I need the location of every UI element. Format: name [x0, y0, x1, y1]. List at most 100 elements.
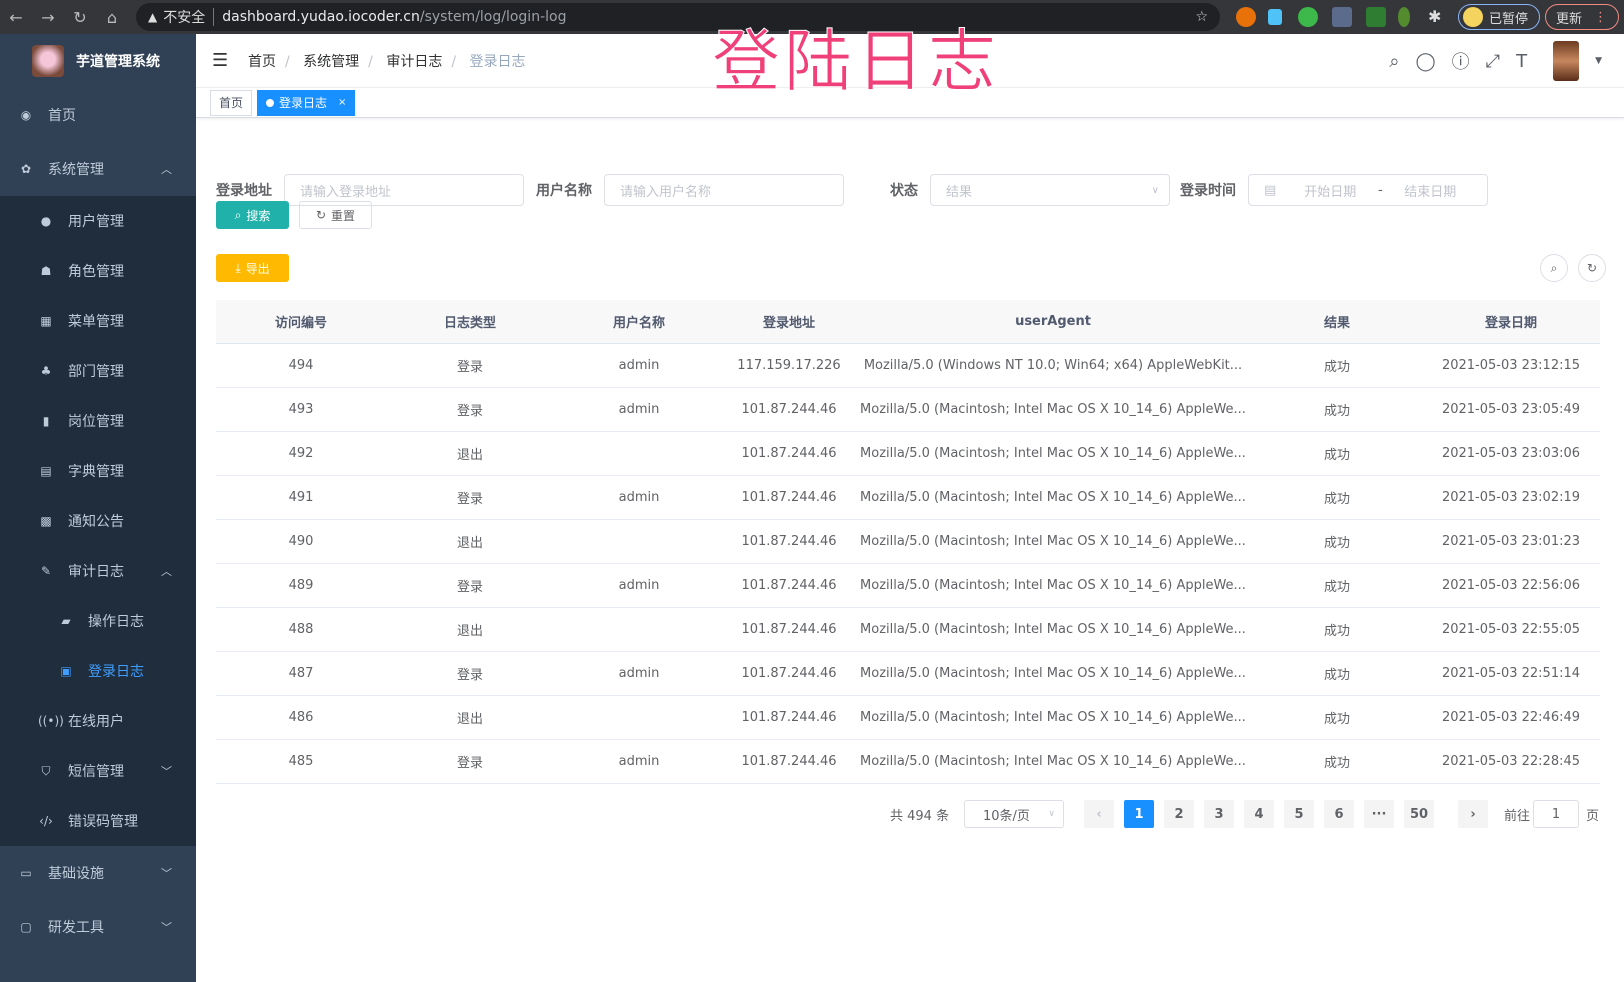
page-button[interactable]: 1 [1124, 800, 1154, 828]
sidebar-item[interactable]: ▢ 研发工具 ﹀ [0, 900, 196, 954]
column-header[interactable]: 结果 [1323, 316, 1350, 331]
online-icon: ((•)) [38, 714, 64, 728]
column-header[interactable]: 访问编号 [274, 316, 327, 331]
sidebar-item[interactable]: ((•)) 在线用户 [0, 696, 196, 746]
question-icon[interactable]: ⓘ [1451, 52, 1470, 73]
sidebar-item[interactable]: ✿ 系统管理 ︿ [0, 142, 196, 196]
sidebar-item[interactable]: ▰ 操作日志 [0, 596, 196, 646]
page-size-select[interactable]: 10条/页 ∨ [964, 800, 1064, 828]
reload-icon[interactable]: ↻ [73, 7, 87, 27]
table-cell: 成功 [1323, 536, 1350, 551]
table-cell: 登录 [456, 668, 483, 683]
chevron-up-icon: ︿ [161, 565, 172, 578]
column-header[interactable]: 日志类型 [443, 316, 496, 331]
table-cell: 成功 [1323, 624, 1350, 639]
end-date[interactable]: 结束日期 [1404, 184, 1457, 200]
page-button[interactable]: 3 [1204, 800, 1234, 828]
sidebar-item[interactable]: ⛉ 短信管理 ﹀ [0, 746, 196, 796]
breadcrumb-item[interactable]: 系统管理 [303, 53, 360, 70]
breadcrumb-item[interactable]: 首页 [248, 53, 276, 70]
extension-icon[interactable] [1398, 7, 1410, 27]
sidebar-item[interactable]: ● 用户管理 [0, 196, 196, 246]
hamburger-icon[interactable]: ☰ [212, 50, 229, 71]
page-button[interactable]: 4 [1244, 800, 1274, 828]
sidebar-item-label: 通知公告 [68, 514, 124, 530]
gear-icon: ✿ [20, 162, 32, 176]
forward-icon[interactable]: → [41, 7, 55, 27]
tag-login-log[interactable]: 登录日志 × [257, 89, 356, 116]
column-header[interactable]: userAgent [1015, 314, 1091, 329]
chevron-down-icon: ﹀ [161, 765, 172, 778]
search-icon[interactable]: ⌕ [1389, 50, 1400, 72]
table-cell: 117.159.17.226 [737, 358, 841, 373]
submenu: ● 用户管理 ☗ 角色管理 ▦ 菜单管理 ♣ 部门管理 ▮ 岗位管理 ▤ 字典管理 ▩ 通知公告 ✎ 审计日志… [0, 196, 196, 846]
sidebar-item[interactable]: ◉ 首页 [0, 88, 196, 142]
sidebar-item[interactable]: ▭ 基础设施 ﹀ [0, 846, 196, 900]
table-cell: admin [618, 754, 660, 769]
table-cell: 登录 [456, 404, 483, 419]
toggle-search-button[interactable]: ⌕ [1540, 254, 1568, 282]
font-size-icon[interactable]: T [1516, 50, 1528, 72]
page-button[interactable]: 6 [1324, 800, 1354, 828]
table-cell: 登录 [456, 580, 483, 595]
back-icon[interactable]: ← [9, 7, 23, 27]
table-cell: 退出 [456, 624, 483, 639]
extension-icon[interactable] [1332, 7, 1352, 27]
tree-table-icon: ▦ [40, 314, 52, 328]
goto-page-input[interactable]: 1 [1533, 800, 1579, 828]
refresh-button[interactable]: ↻ [1578, 254, 1606, 282]
start-date[interactable]: 开始日期 [1304, 184, 1357, 200]
avatar[interactable] [1553, 41, 1580, 81]
page-button[interactable]: ··· [1364, 800, 1394, 828]
navbar: ☰ 首页 / 系统管理 / 审计日志 / 登录日志 ⌕ ◯ ⓘ ⤢ T ▼ [196, 34, 1624, 88]
goto-label: 前往 [1504, 808, 1531, 824]
home-icon[interactable]: ⌂ [106, 7, 118, 27]
address-bar[interactable]: ▲ 不安全 dashboard.yudao.iocoder.cn/system/… [136, 3, 1220, 31]
prev-page-button[interactable]: ‹ [1084, 800, 1114, 828]
page-button[interactable]: 2 [1164, 800, 1194, 828]
sidebar-item[interactable]: ▣ 登录日志 [0, 646, 196, 696]
fullscreen-icon[interactable]: ⤢ [1485, 50, 1501, 72]
sidebar-item-label: 字典管理 [68, 464, 124, 480]
page-button[interactable]: 5 [1284, 800, 1314, 828]
profile-button[interactable]: 已暂停 [1458, 4, 1540, 30]
ip-input[interactable]: 请输入登录地址 [284, 174, 524, 206]
page-button[interactable]: 50 [1404, 800, 1434, 828]
close-icon[interactable]: × [338, 97, 347, 108]
sidebar-item[interactable]: ▦ 菜单管理 [0, 296, 196, 346]
bookmark-star-icon[interactable]: ☆ [1195, 9, 1208, 25]
tag-home[interactable]: 首页 [210, 89, 253, 116]
puzzle-icon[interactable]: ✱ [1428, 7, 1442, 26]
table-cell: Mozilla/5.0 (Macintosh; Intel Mac OS X 1… [860, 754, 1246, 769]
dict-icon: ▤ [40, 464, 52, 478]
table-row: 494 登录 admin 117.159.17.226 Mozilla/5.0 (Win… [216, 344, 1600, 388]
extension-icon[interactable] [1366, 7, 1386, 27]
app-logo[interactable]: 芋道管理系统 [0, 34, 196, 88]
next-page-button[interactable]: › [1458, 800, 1488, 828]
sidebar-item[interactable]: ☗ 角色管理 [0, 246, 196, 296]
export-button[interactable]: ⤓ 导出 [216, 254, 289, 282]
date-range-picker[interactable]: ▤ 开始日期 - 结束日期 [1248, 174, 1488, 206]
update-button[interactable]: 更新 ⋮ [1545, 4, 1619, 30]
table-row: 485 登录 admin 101.87.244.46 Mozilla/5.0 (Maci… [216, 740, 1600, 784]
extension-icon[interactable] [1268, 9, 1282, 25]
status-select[interactable]: 结果 ∨ [930, 174, 1170, 206]
github-icon[interactable]: ◯ [1415, 50, 1436, 72]
column-header[interactable]: 登录地址 [762, 316, 815, 331]
username-input[interactable]: 请输入用户名称 [604, 174, 844, 206]
sidebar-item[interactable]: ▤ 字典管理 [0, 446, 196, 496]
sidebar-item[interactable]: ✎ 审计日志 ︿ [0, 546, 196, 596]
reset-button[interactable]: ↻ 重置 [299, 201, 372, 229]
caret-down-icon[interactable]: ▼ [1595, 56, 1602, 66]
search-button[interactable]: ⌕ 搜索 [216, 201, 289, 229]
sidebar-item[interactable]: ▮ 岗位管理 [0, 396, 196, 446]
sidebar-item[interactable]: ▩ 通知公告 [0, 496, 196, 546]
sidebar-item[interactable]: ♣ 部门管理 [0, 346, 196, 396]
column-header[interactable]: 登录日期 [1484, 316, 1537, 331]
extension-icon[interactable] [1236, 7, 1256, 27]
sidebar-item[interactable]: ‹/› 错误码管理 [0, 796, 196, 846]
extension-icon[interactable] [1298, 7, 1318, 27]
breadcrumb-item[interactable]: 审计日志 [386, 53, 443, 70]
logininfor-icon: ▣ [60, 664, 72, 678]
column-header[interactable]: 用户名称 [612, 316, 665, 331]
